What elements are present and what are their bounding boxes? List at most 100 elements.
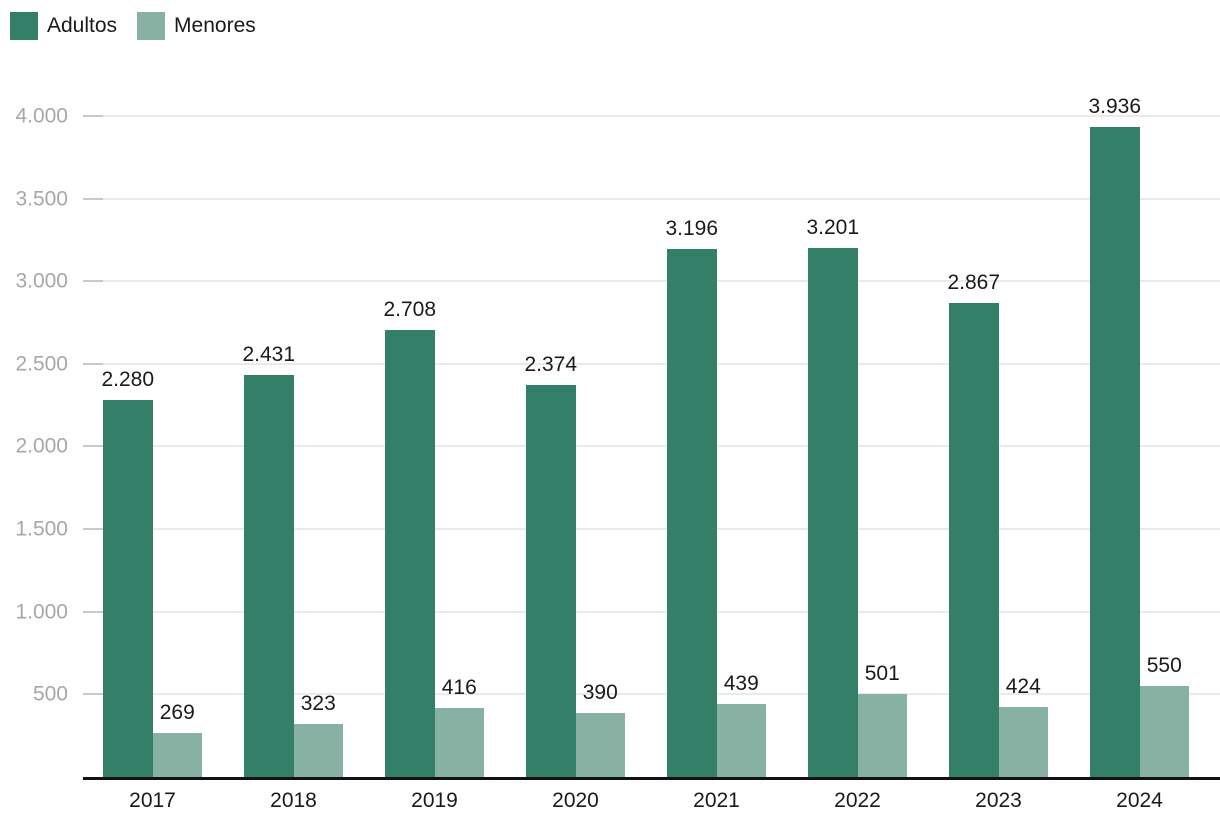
bar-column: 269	[152, 701, 202, 777]
bar-group-2021: 3.196 439	[665, 217, 766, 777]
bar-column: 323	[293, 692, 343, 777]
bar-menores-2020	[575, 713, 625, 777]
bar-column: 2.374	[524, 353, 578, 777]
y-axis-tick-label: 1.500	[15, 517, 68, 541]
y-axis-labels: 500 1.000 1.500 2.000 2.500 3.000 3.500 4.000	[0, 80, 68, 777]
legend-swatch-adultos-icon	[10, 12, 38, 40]
bar-adultos-2018	[244, 375, 294, 777]
y-axis-tick	[83, 280, 103, 282]
gridline	[83, 280, 1220, 282]
x-axis-label: 2017	[129, 789, 176, 812]
bar-group-2022: 3.201 501	[806, 216, 907, 777]
x-axis-label: 2021	[693, 789, 740, 812]
bar-menores-2018	[293, 724, 343, 777]
x-axis-labels: 2017 2018 2019 2020 2021 2022 2023 2024	[83, 789, 1220, 813]
bar-column: 439	[716, 672, 766, 777]
gridline	[83, 611, 1220, 613]
x-axis-label: 2024	[1116, 789, 1163, 812]
bar-adultos-2019	[385, 330, 435, 777]
bar-value-label: 2.280	[101, 368, 155, 391]
bar-column: 3.201	[806, 216, 860, 777]
bar-adultos-2022	[808, 248, 858, 777]
x-axis-label: 2020	[552, 789, 599, 812]
bar-column: 390	[575, 681, 625, 777]
legend-item-adultos: Adultos	[10, 12, 117, 40]
bar-column: 424	[998, 675, 1048, 777]
legend-swatch-menores-icon	[137, 12, 166, 40]
bar-value-label: 2.374	[524, 353, 578, 376]
bar-column: 2.867	[947, 271, 1001, 777]
bar-value-label: 3.936	[1088, 95, 1142, 118]
bar-value-label: 2.867	[947, 271, 1001, 294]
bar-value-label: 269	[159, 701, 195, 724]
bar-value-label: 416	[441, 676, 477, 699]
bar-value-label: 3.196	[665, 217, 719, 240]
y-axis-tick-label: 3.000	[15, 269, 68, 293]
y-axis-tick	[83, 363, 103, 365]
y-axis-tick-label: 500	[32, 682, 68, 706]
bar-group-2023: 2.867 424	[947, 271, 1048, 777]
bar-menores-2023	[998, 707, 1048, 777]
bar-column: 2.431	[242, 343, 296, 777]
gridline	[83, 363, 1220, 365]
bar-column: 2.708	[383, 298, 437, 777]
bar-menores-2024	[1139, 686, 1189, 777]
gridline	[83, 115, 1220, 117]
bar-value-label: 439	[723, 672, 759, 695]
y-axis-tick	[83, 445, 103, 447]
bar-group-2020: 2.374 390	[524, 353, 625, 777]
bar-adultos-2020	[526, 385, 576, 777]
legend-label-adultos: Adultos	[47, 14, 118, 37]
x-axis-line	[83, 777, 1220, 780]
gridline	[83, 528, 1220, 530]
bar-group-2019: 2.708 416	[383, 298, 484, 777]
bar-menores-2022	[857, 694, 907, 777]
legend: Adultos Menores	[10, 12, 256, 40]
legend-label-menores: Menores	[174, 14, 256, 37]
bar-menores-2019	[434, 708, 484, 777]
bar-adultos-2024	[1090, 127, 1140, 777]
y-axis-tick-label: 1.000	[15, 600, 68, 624]
bar-column: 3.936	[1088, 95, 1142, 777]
bar-group-2024: 3.936 550	[1088, 95, 1189, 777]
bar-menores-2017	[152, 733, 202, 777]
y-axis-tick-label: 2.500	[15, 352, 68, 376]
gridline	[83, 693, 1220, 695]
bar-menores-2021	[716, 704, 766, 777]
x-axis-label: 2023	[975, 789, 1022, 812]
bar-adultos-2017	[103, 400, 153, 777]
y-axis-tick	[83, 528, 103, 530]
bar-column: 3.196	[665, 217, 719, 777]
bar-column: 501	[857, 662, 907, 777]
bar-value-label: 2.708	[383, 298, 437, 321]
bar-value-label: 3.201	[806, 216, 860, 239]
x-axis-label: 2019	[411, 789, 458, 812]
bar-value-label: 424	[1005, 675, 1041, 698]
bar-adultos-2021	[667, 249, 717, 777]
y-axis-tick	[83, 198, 103, 200]
bar-value-label: 323	[300, 692, 336, 715]
bar-adultos-2023	[949, 303, 999, 777]
legend-item-menores: Menores	[137, 12, 256, 40]
bar-value-label: 501	[864, 662, 900, 685]
bar-group-2018: 2.431 323	[242, 343, 343, 777]
bar-column: 550	[1139, 654, 1189, 777]
bar-value-label: 390	[582, 681, 618, 704]
y-axis-tick	[83, 611, 103, 613]
y-axis-tick-label: 3.500	[15, 187, 68, 211]
plot-area: 2.280 269 2.431 323 2.708 416 2.374 390 3.196 439…	[83, 80, 1220, 777]
y-axis-tick	[83, 693, 103, 695]
y-axis-tick-label: 4.000	[15, 104, 68, 128]
bar-group-2017: 2.280 269	[101, 368, 202, 777]
x-axis-label: 2018	[270, 789, 317, 812]
bar-value-label: 2.431	[242, 343, 296, 366]
bar-value-label: 550	[1146, 654, 1182, 677]
x-axis-label: 2022	[834, 789, 881, 812]
gridline	[83, 198, 1220, 200]
bar-column: 416	[434, 676, 484, 777]
gridline	[83, 445, 1220, 447]
bar-column: 2.280	[101, 368, 155, 777]
bars-layer: 2.280 269 2.431 323 2.708 416 2.374 390 3.196 439…	[83, 80, 1220, 777]
y-axis-tick	[83, 115, 103, 117]
y-axis-tick-label: 2.000	[15, 434, 68, 458]
